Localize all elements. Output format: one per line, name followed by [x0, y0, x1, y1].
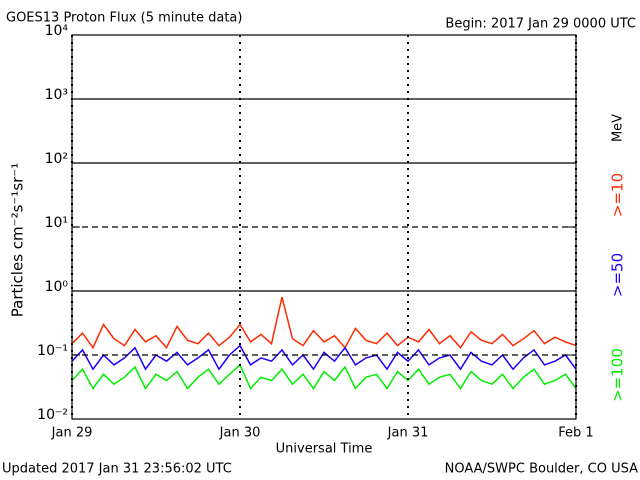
- series-line: [71, 344, 577, 371]
- series-line: [71, 363, 577, 390]
- y-tick-label: 10⁰: [45, 279, 69, 295]
- y-tick-label: 10⁴: [45, 23, 69, 39]
- plot-frame: [71, 34, 577, 420]
- x-tick-label: Jan 31: [387, 426, 429, 441]
- y-tick-label: 10⁻¹: [37, 343, 68, 359]
- footer-right: NOAA/SWPC Boulder, CO USA: [445, 462, 638, 477]
- y-tick-label: 10⁻²: [37, 407, 68, 423]
- y-tick-label: 10¹: [45, 215, 68, 231]
- series-line: [71, 297, 577, 350]
- legend-label: >=100: [609, 348, 627, 402]
- x-tick-label: Feb 1: [558, 426, 593, 441]
- legend-unit: MeV: [611, 114, 626, 142]
- y-tick-label: 10³: [45, 87, 68, 103]
- x-axis-label: Universal Time: [276, 442, 373, 457]
- y-axis-label: Particles cm⁻²s⁻¹sr⁻¹: [9, 163, 27, 317]
- chart-subtitle: Begin: 2017 Jan 29 0000 UTC: [445, 17, 636, 32]
- legend-label: >=50: [609, 253, 627, 297]
- footer-left: Updated 2017 Jan 31 23:56:02 UTC: [2, 462, 232, 477]
- y-tick-label: 10²: [45, 151, 68, 167]
- chart-title: GOES13 Proton Flux (5 minute data): [6, 11, 242, 26]
- x-tick-label: Jan 30: [219, 426, 261, 441]
- x-tick-label: Jan 29: [51, 426, 93, 441]
- legend-label: >=10: [609, 173, 627, 217]
